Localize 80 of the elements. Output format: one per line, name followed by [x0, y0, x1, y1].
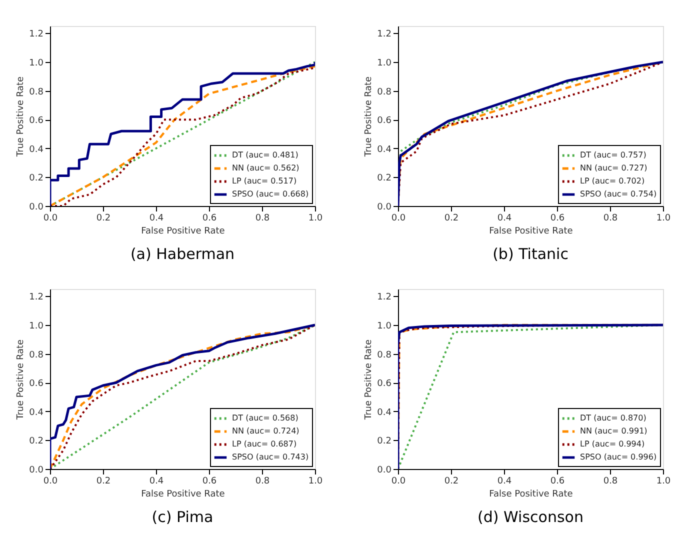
- y-tick-label: 0.0: [377, 466, 392, 476]
- y-tick-label: 0.0: [29, 466, 44, 476]
- y-tick-label: 0.2: [29, 436, 44, 447]
- legend-label: LP (auc= 0.702): [580, 176, 645, 186]
- y-tick-label: 0.4: [29, 408, 44, 418]
- x-tick-label: 1.0: [308, 476, 323, 486]
- y-tick-label: 0.8: [29, 87, 44, 98]
- text: (b) Titanic: [492, 245, 568, 263]
- x-tick-label: 0.4: [149, 214, 164, 224]
- y-tick-label: 0.6: [29, 116, 44, 126]
- legend-label: SPSO (auc= 0.743): [232, 452, 309, 462]
- y-tick-label: 0.8: [377, 350, 392, 360]
- legend-label: NN (auc= 0.724): [232, 426, 300, 436]
- y-axis-title: True Positive Rate: [364, 338, 374, 421]
- y-tick-label: 0.2: [29, 174, 44, 184]
- y-tick-label: 1.0: [377, 58, 392, 68]
- x-tick-label: 0.2: [444, 214, 459, 224]
- x-tick-label: 0.4: [149, 476, 164, 486]
- x-tick-label: 0.8: [255, 214, 270, 224]
- y-tick-label: 1.0: [29, 58, 44, 68]
- y-tick-label: 0.4: [377, 144, 392, 155]
- x-tick-label: 0.6: [550, 214, 565, 224]
- x-axis-title: False Positive Rate: [489, 490, 574, 500]
- y-axis-title: True Positive Rate: [364, 76, 374, 158]
- text: (d) Wisconson: [478, 508, 584, 526]
- y-tick-label: 1.2: [29, 292, 44, 303]
- x-tick-label: 1.0: [656, 476, 671, 486]
- legend-label: DT (auc= 0.481): [232, 150, 298, 160]
- legend-label: SPSO (auc= 0.668): [232, 190, 309, 198]
- x-tick-label: 0.8: [255, 476, 270, 486]
- x-tick-label: 0.6: [202, 476, 217, 486]
- y-tick-label: 1.2: [377, 292, 392, 303]
- x-axis-title: False Positive Rate: [489, 226, 574, 236]
- legend-label: DT (auc= 0.757): [580, 150, 646, 160]
- text: (c) Pima: [152, 508, 214, 526]
- y-tick-label: 0.6: [29, 379, 44, 390]
- x-axis-title: False Positive Rate: [141, 226, 226, 236]
- x-tick-label: 0.2: [444, 476, 459, 486]
- legend-label: LP (auc= 0.517): [232, 176, 297, 186]
- y-tick-label: 0.0: [377, 202, 392, 212]
- y-tick-label: 0.6: [377, 116, 392, 126]
- y-tick-label: 0.8: [29, 350, 44, 360]
- text: (a) Haberman: [130, 245, 235, 263]
- y-tick-label: 1.2: [377, 30, 392, 40]
- x-tick-label: 0.0: [391, 476, 406, 486]
- x-tick-label: 0.8: [603, 476, 618, 486]
- y-tick-label: 0.8: [377, 87, 392, 98]
- legend-label: SPSO (auc= 0.754): [580, 190, 657, 198]
- legend-label: SPSO (auc= 0.996): [580, 452, 657, 462]
- y-tick-label: 1.2: [29, 30, 44, 40]
- x-tick-label: 0.6: [550, 476, 565, 486]
- x-tick-label: 0.6: [202, 214, 217, 224]
- y-tick-label: 0.0: [29, 202, 44, 212]
- legend-label: LP (auc= 0.687): [232, 440, 297, 448]
- y-tick-label: 1.0: [377, 322, 392, 332]
- x-tick-label: 0.8: [603, 214, 618, 224]
- y-tick-label: 1.0: [29, 322, 44, 332]
- legend-label: NN (auc= 0.562): [232, 164, 300, 172]
- y-axis-title: True Positive Rate: [16, 338, 26, 421]
- x-tick-label: 0.2: [96, 214, 111, 224]
- y-tick-label: 0.4: [29, 144, 44, 155]
- x-tick-label: 0.4: [497, 214, 512, 224]
- legend-label: NN (auc= 0.991): [580, 426, 648, 436]
- legend-label: LP (auc= 0.994): [580, 440, 645, 448]
- y-tick-label: 0.6: [377, 379, 392, 390]
- y-axis-title: True Positive Rate: [16, 76, 26, 158]
- y-tick-label: 0.4: [377, 408, 392, 418]
- x-axis-title: False Positive Rate: [141, 490, 226, 500]
- x-tick-label: 1.0: [308, 214, 323, 224]
- x-tick-label: 1.0: [656, 214, 671, 224]
- x-tick-label: 0.0: [391, 214, 406, 224]
- legend-label: DT (auc= 0.870): [580, 414, 646, 422]
- legend-label: NN (auc= 0.727): [580, 164, 648, 172]
- y-tick-label: 0.2: [377, 436, 392, 447]
- x-tick-label: 0.0: [43, 214, 58, 224]
- x-tick-label: 0.0: [43, 476, 58, 486]
- x-tick-label: 0.2: [96, 476, 111, 486]
- x-tick-label: 0.4: [497, 476, 512, 486]
- legend-label: DT (auc= 0.568): [232, 414, 298, 422]
- y-tick-label: 0.2: [377, 174, 392, 184]
